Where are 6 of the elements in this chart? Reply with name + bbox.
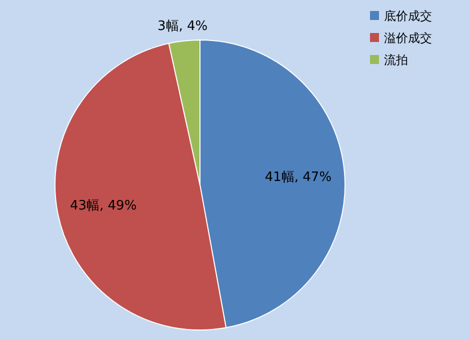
legend-label: 溢价成交 [384,31,432,45]
data-label: 41幅, 47% [264,170,332,186]
legend-label: 底价成交 [384,9,432,23]
data-label: 3幅, 4% [158,18,208,34]
data-label: 43幅, 49% [70,198,137,214]
legend-label: 流拍 [384,53,408,67]
